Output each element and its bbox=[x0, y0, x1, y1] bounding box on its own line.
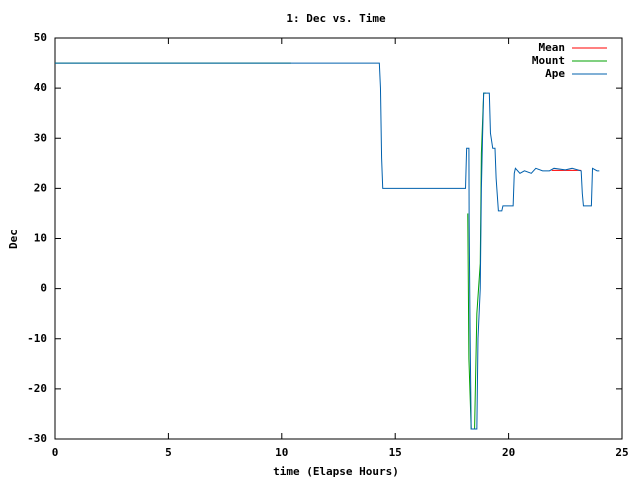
legend-label: Ape bbox=[545, 67, 565, 80]
y-tick-label: -10 bbox=[27, 332, 47, 345]
y-tick-label: 50 bbox=[34, 31, 47, 44]
x-tick-label: 10 bbox=[275, 446, 288, 459]
x-tick-label: 25 bbox=[615, 446, 628, 459]
x-tick-label: 15 bbox=[389, 446, 402, 459]
y-tick-label: -30 bbox=[27, 432, 47, 445]
y-tick-label: 30 bbox=[34, 131, 47, 144]
legend-label: Mount bbox=[532, 54, 565, 67]
y-tick-label: 0 bbox=[40, 282, 47, 295]
x-tick-label: 0 bbox=[52, 446, 59, 459]
x-tick-label: 20 bbox=[502, 446, 515, 459]
x-axis-label: time (Elapse Hours) bbox=[273, 465, 399, 478]
y-tick-label: 20 bbox=[34, 181, 47, 194]
y-tick-label: 10 bbox=[34, 232, 47, 245]
y-axis-label: Dec bbox=[7, 229, 20, 249]
x-tick-label: 5 bbox=[165, 446, 172, 459]
line-series bbox=[55, 62, 600, 430]
legend-label: Mean bbox=[539, 41, 566, 54]
chart-title: 1: Dec vs. Time bbox=[286, 12, 386, 25]
y-tick-label: -20 bbox=[27, 382, 47, 395]
y-tick-label: 40 bbox=[34, 81, 47, 94]
